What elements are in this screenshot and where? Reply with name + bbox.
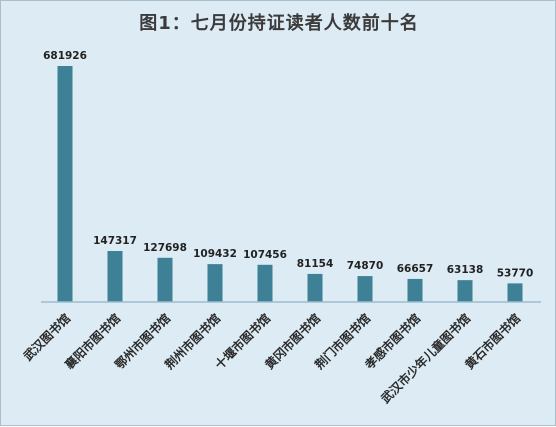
bar-7 xyxy=(407,278,423,302)
bar-6 xyxy=(357,276,373,302)
bar-9 xyxy=(507,283,523,302)
chart-title: 图1：七月份持证读者人数前十名 xyxy=(139,13,419,34)
category-labels-group: 武汉图书馆襄阳市图书馆鄂州市图书馆荆州市图书馆十堰市图书馆黄冈市图书馆荆门市图书… xyxy=(20,311,523,406)
value-label-7: 66657 xyxy=(397,263,434,275)
bar-3 xyxy=(207,264,223,302)
category-label-0: 武汉图书馆 xyxy=(20,311,73,364)
value-label-8: 63138 xyxy=(447,264,484,276)
bars-group xyxy=(57,66,523,302)
bar-4 xyxy=(257,264,273,302)
category-label-8: 武汉市少年儿童图书馆 xyxy=(378,311,473,406)
value-labels-group: 681926 147317 127698 109432 107456 81154 74870… xyxy=(43,50,533,279)
bar-1 xyxy=(107,251,123,302)
value-label-6: 74870 xyxy=(347,260,384,272)
value-label-1: 147317 xyxy=(93,235,137,247)
value-label-9: 53770 xyxy=(497,267,534,279)
value-label-5: 81154 xyxy=(297,258,334,270)
value-label-2: 127698 xyxy=(143,242,187,254)
bar-8 xyxy=(457,280,473,302)
value-label-4: 107456 xyxy=(243,249,287,261)
bar-0 xyxy=(57,66,73,302)
bar-5 xyxy=(307,273,323,302)
bar-2 xyxy=(157,257,173,302)
value-label-0: 681926 xyxy=(43,50,87,62)
value-label-3: 109432 xyxy=(193,248,237,260)
